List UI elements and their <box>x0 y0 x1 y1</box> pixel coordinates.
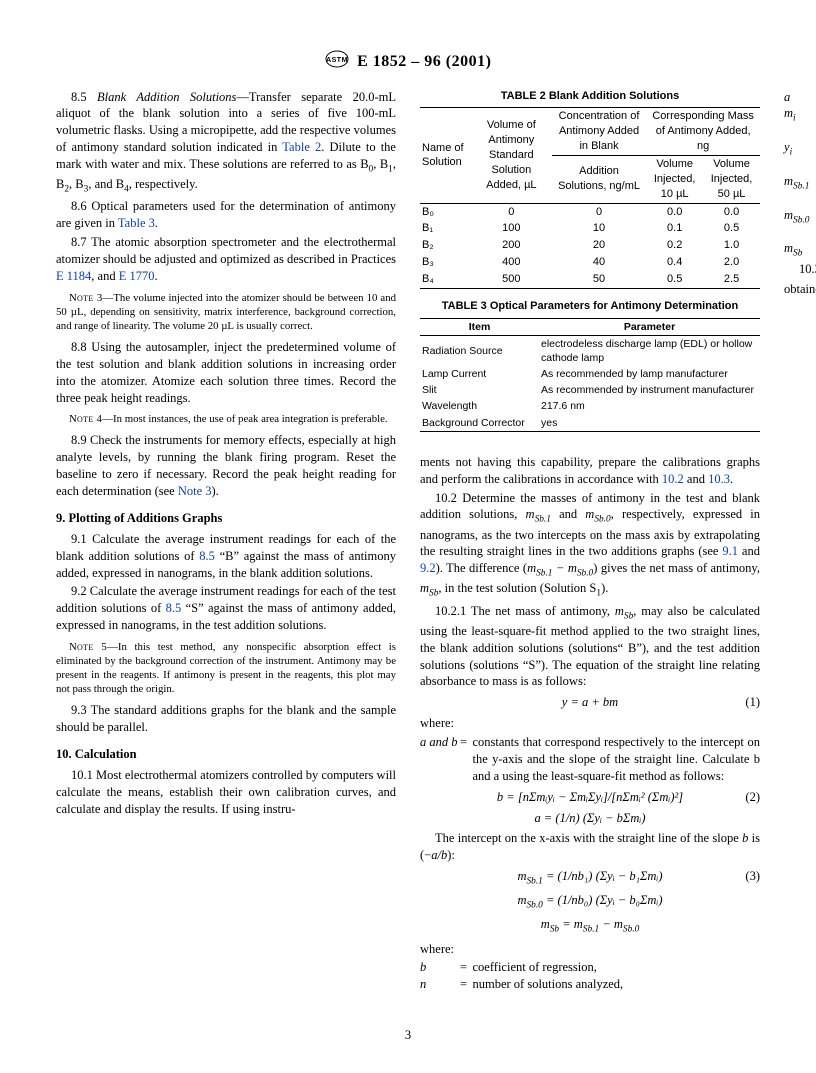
equation-4b: = 100 [mSb (10⁵/V₁) (200/20)]/10⁹m = 0.1… <box>784 326 816 346</box>
para-9-2: 9.2 Calculate the average instrument rea… <box>56 583 396 634</box>
table-2: Name of Solution Volume of Antimony Stan… <box>420 107 760 288</box>
link-table-3[interactable]: Table 3 <box>118 216 155 230</box>
table-2-block: TABLE 2 Blank Addition Solutions Name of… <box>420 89 760 289</box>
table-3: ItemParameter Radiation Sourceelectrodel… <box>420 318 760 432</box>
para-8-5: 8.5 Blank Addition Solutions—Transfer se… <box>56 89 396 197</box>
where-ab: a and b= constants that correspond respe… <box>420 734 760 785</box>
equation-3-1: mSb.1 = (1/nb₁) (Σyᵢ − b₁Σmᵢ) (3) <box>420 868 760 888</box>
link-table-2[interactable]: Table 2 <box>282 140 321 154</box>
link-8-5b[interactable]: 8.5 <box>166 601 182 615</box>
table-3-caption: TABLE 3 Optical Parameters for Antimony … <box>420 299 760 314</box>
para-8-9: 8.9 Check the instruments for memory eff… <box>56 432 396 500</box>
para-10-3: 10.3 The antimony content, wSb, as a per… <box>784 261 816 298</box>
equation-3-2: mSb.0 = (1/nb₀) (Σyᵢ − b₀Σmᵢ) <box>420 892 760 912</box>
para-8-7: 8.7 The atomic absorption spectrometer a… <box>56 234 396 285</box>
t2-h-vol: Volume of Antimony Standard Solution Add… <box>471 108 552 203</box>
table-row: B₀000.00.0 <box>420 203 760 220</box>
para-8-8: 8.8 Using the autosampler, inject the pr… <box>56 339 396 407</box>
link-e1770[interactable]: E 1770 <box>119 269 155 283</box>
equation-3-3: mSb = mSb.1 − mSb.0 <box>420 916 760 936</box>
table-row: B₄500500.52.5 <box>420 271 760 288</box>
note-3: Note 3—The volume injected into the atom… <box>56 291 396 333</box>
t2-h-mass-group: Corresponding Mass of Antimony Added, ng <box>646 108 760 156</box>
t3-h-item: Item <box>420 318 539 335</box>
equation-2a: a = (1/n) (Σyᵢ − bΣmᵢ) <box>420 810 760 827</box>
table-row: SlitAs recommended by instrument manufac… <box>420 382 760 398</box>
para-10-2: 10.2 Determine the masses of antimony in… <box>420 490 760 601</box>
link-e1184[interactable]: E 1184 <box>56 269 91 283</box>
page-number: 3 <box>56 1027 760 1044</box>
page-header: ASTM E 1852 – 96 (2001) <box>56 50 760 75</box>
para-9-1: 9.1 Calculate the average instrument rea… <box>56 531 396 582</box>
svg-text:ASTM: ASTM <box>326 57 348 64</box>
section-10-title: 10. Calculation <box>56 746 396 763</box>
equation-1: y = a + bm (1) <box>420 694 760 711</box>
para-10-1: 10.1 Most electrothermal atomizers contr… <box>56 767 396 818</box>
link-9-1[interactable]: 9.1 <box>722 544 738 558</box>
link-8-5a[interactable]: 8.5 <box>199 549 215 563</box>
link-note-3[interactable]: Note 3 <box>178 484 212 498</box>
where-label-2: where: <box>420 941 760 958</box>
where-label-1: where: <box>420 715 760 732</box>
para-intercept: The intercept on the x-axis with the str… <box>420 830 760 864</box>
t2-h-conc-group: Concentration of Antimony Added in Blank <box>552 108 646 156</box>
table-row: Radiation Sourceelectrodeless discharge … <box>420 335 760 366</box>
table-row: Background Correctoryes <box>420 415 760 432</box>
table-2-caption: TABLE 2 Blank Addition Solutions <box>420 89 760 104</box>
note-4: Note 4—In most instances, the use of pea… <box>56 412 396 426</box>
link-10-2[interactable]: 10.2 <box>662 472 684 486</box>
table-row: Wavelength217.6 nm <box>420 398 760 414</box>
table-row: B₃400400.42.0 <box>420 254 760 271</box>
table-row: B₂200200.21.0 <box>420 237 760 254</box>
table-row: B₁100100.10.5 <box>420 220 760 237</box>
section-9-title: 9. Plotting of Additions Graphs <box>56 510 396 527</box>
t2-h-v50: Volume Injected, 50 µL <box>703 155 760 203</box>
para-9-3: 9.3 The standard additions graphs for th… <box>56 702 396 736</box>
para-10-1-cont: ments not having this capability, prepar… <box>420 454 760 488</box>
t2-h-name: Name of Solution <box>420 108 471 203</box>
link-9-2[interactable]: 9.2 <box>420 561 436 575</box>
equation-4a: wSb = 100 [mSb (10⁵ V₂/V₁) (V₄/V₃)]/10⁹ … <box>784 302 816 322</box>
note-5: Note 5—In this test method, any nonspeci… <box>56 640 396 696</box>
para-10-2-1: 10.2.1 The net mass of antimony, mSb, ma… <box>420 603 760 691</box>
table-3-block: TABLE 3 Optical Parameters for Antimony … <box>420 299 760 432</box>
t2-h-conc: Addition Solutions, ng/mL <box>552 155 646 203</box>
equation-2b: b = [nΣmᵢyᵢ − ΣmᵢΣyᵢ]/[nΣmᵢ² (Σmᵢ)²] (2) <box>420 789 760 806</box>
t2-h-v10: Volume Injected, 10 µL <box>646 155 703 203</box>
link-10-3[interactable]: 10.3 <box>708 472 730 486</box>
astm-logo-icon: ASTM <box>325 50 349 75</box>
t3-h-param: Parameter <box>539 318 760 335</box>
table-row: Lamp CurrentAs recommended by lamp manuf… <box>420 366 760 382</box>
header-designation: E 1852 – 96 (2001) <box>357 53 491 70</box>
para-8-6: 8.6 Optical parameters used for the dete… <box>56 198 396 232</box>
